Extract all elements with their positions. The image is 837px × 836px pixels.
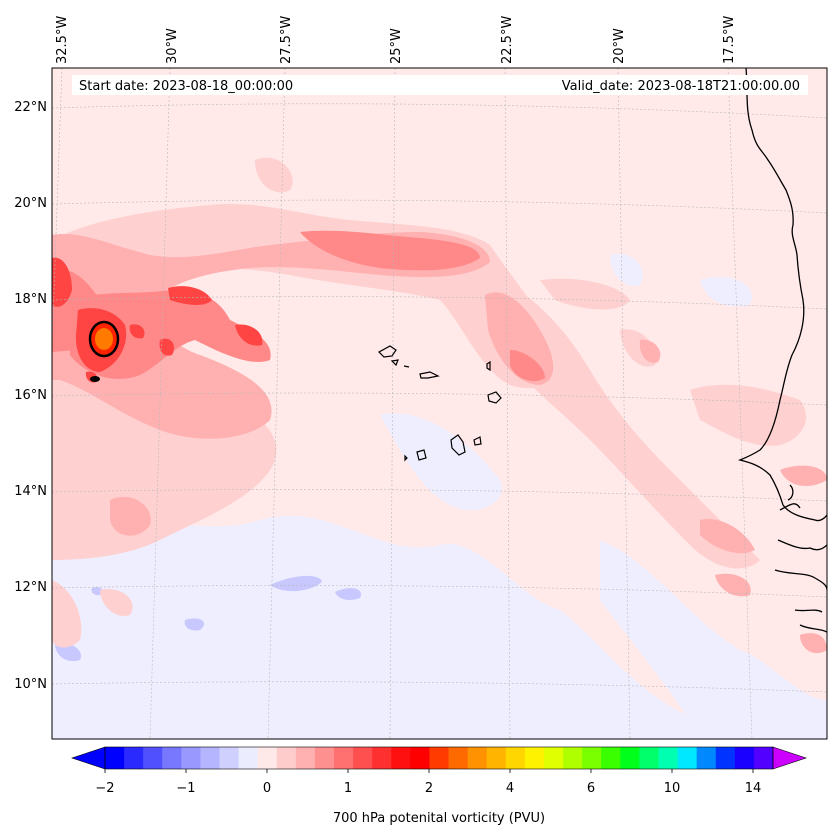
colorbar-cell bbox=[257, 747, 278, 769]
colorbar-tick: 4 bbox=[506, 781, 514, 796]
lat-label: 16°N bbox=[14, 388, 47, 403]
graticule bbox=[52, 68, 827, 739]
colorbar-cell bbox=[143, 747, 163, 769]
lon-label: 27.5°W bbox=[279, 16, 294, 64]
colorbar-cell bbox=[124, 747, 144, 769]
latitude-labels: 22°N 20°N 18°N 16°N 14°N 12°N 10°N bbox=[14, 100, 47, 692]
colorbar-cell bbox=[658, 747, 679, 769]
lon-label: 17.5°W bbox=[722, 16, 737, 64]
colorbar-tick: −2 bbox=[95, 781, 114, 796]
colorbar-tick: −1 bbox=[176, 781, 195, 796]
lat-label: 18°N bbox=[14, 292, 47, 307]
colorbar-cell bbox=[448, 747, 469, 769]
colorbar-outline bbox=[104, 746, 774, 770]
date-label-box bbox=[72, 75, 808, 95]
valid-date-label: Valid_date: 2023-08-18T21:00:00.00 bbox=[562, 79, 800, 94]
colorbar-cell bbox=[372, 747, 392, 769]
lon-label: 20°W bbox=[612, 28, 627, 64]
lat-label: 14°N bbox=[14, 484, 47, 499]
lat-label: 22°N bbox=[14, 100, 47, 115]
colorbar-cell bbox=[734, 747, 755, 769]
lon-label: 32.5°W bbox=[55, 16, 70, 64]
lon-label: 22.5°W bbox=[500, 16, 515, 64]
pv-maximum-core bbox=[88, 320, 120, 382]
colorbar-tick: 0 bbox=[263, 781, 271, 796]
colorbar-cell bbox=[276, 747, 297, 769]
lat-label: 10°N bbox=[14, 677, 47, 692]
longitude-labels: 32.5°W 30°W 27.5°W 25°W 22.5°W 20°W 17.5… bbox=[55, 16, 737, 64]
colorbar-cell bbox=[429, 747, 450, 769]
colorbar-cell bbox=[238, 747, 259, 769]
colorbar-tick-marks bbox=[104, 769, 754, 773]
colorbar-cell bbox=[467, 747, 488, 769]
colorbar-cells bbox=[105, 747, 774, 769]
colorbar-cell bbox=[314, 747, 335, 769]
start-date-label: Start date: 2023-08-18_00:00:00 bbox=[79, 79, 293, 94]
colorbar-cell bbox=[543, 747, 564, 769]
colorbar-tick-labels: −2 −1 0 1 2 4 6 10 14 bbox=[95, 781, 761, 796]
colorbar-over-triangle bbox=[772, 746, 807, 770]
colorbar: −2 −1 0 1 2 4 6 10 14 700 hPa potenital … bbox=[71, 746, 807, 826]
colorbar-cell bbox=[162, 747, 182, 769]
colorbar-cell bbox=[410, 747, 430, 769]
colorbar-tick: 1 bbox=[344, 781, 352, 796]
colorbar-cell bbox=[696, 747, 717, 769]
colorbar-cell bbox=[353, 747, 373, 769]
colorbar-tick: 10 bbox=[664, 781, 681, 796]
colorbar-cell bbox=[620, 747, 640, 769]
pv-contour-line bbox=[88, 320, 120, 358]
colorbar-cell bbox=[181, 747, 201, 769]
colorbar-cell bbox=[601, 747, 621, 769]
colorbar-tick: 6 bbox=[587, 781, 595, 796]
colorbar-cell bbox=[105, 747, 125, 769]
colorbar-cell bbox=[753, 747, 774, 769]
colorbar-cell bbox=[334, 747, 354, 769]
negative-pv-areas bbox=[52, 254, 827, 739]
african-coast bbox=[737, 68, 827, 522]
colorbar-cell bbox=[677, 747, 698, 769]
colorbar-cell bbox=[486, 747, 507, 769]
colorbar-cell bbox=[505, 747, 526, 769]
colorbar-cell bbox=[715, 747, 736, 769]
colorbar-cell bbox=[563, 747, 583, 769]
lat-label: 20°N bbox=[14, 196, 47, 211]
lon-label: 25°W bbox=[389, 28, 404, 64]
cape-verde-islands bbox=[378, 345, 502, 462]
lon-label: 30°W bbox=[165, 28, 180, 64]
colorbar-tick: 2 bbox=[425, 781, 433, 796]
lat-label: 12°N bbox=[14, 580, 47, 595]
coastlines bbox=[737, 68, 827, 633]
colorbar-cell bbox=[524, 747, 545, 769]
colorbar-tick: 14 bbox=[745, 781, 762, 796]
colorbar-cell bbox=[200, 747, 221, 769]
colorbar-cell bbox=[391, 747, 411, 769]
map-border bbox=[51, 67, 828, 740]
colorbar-under-triangle bbox=[71, 746, 106, 770]
colorbar-cell bbox=[582, 747, 602, 769]
colorbar-cell bbox=[639, 747, 659, 769]
colorbar-cell bbox=[219, 747, 240, 769]
colorbar-cell bbox=[295, 747, 316, 769]
colorbar-label: 700 hPa potenital vorticity (PVU) bbox=[333, 811, 545, 826]
map-plot-area: Start date: 2023-08-18_00:00:00 Valid_da… bbox=[52, 68, 827, 739]
